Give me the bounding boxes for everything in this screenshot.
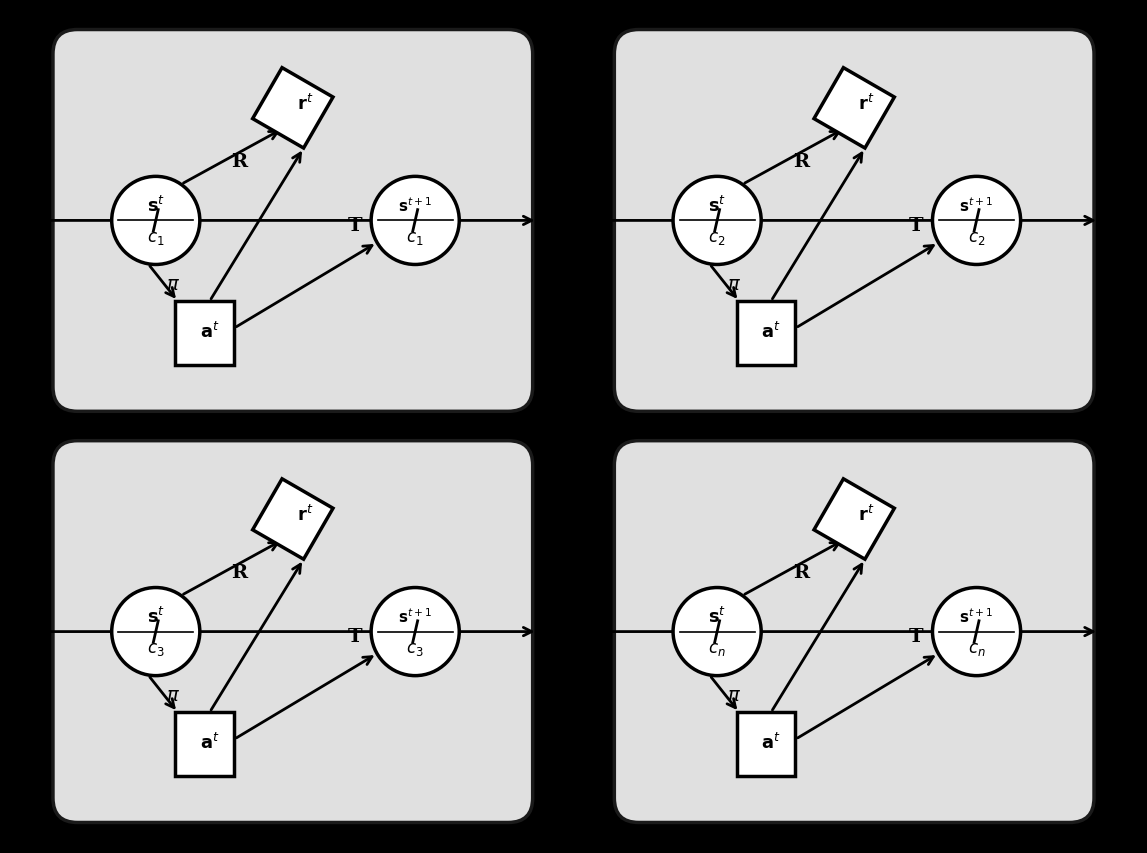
- Polygon shape: [252, 68, 333, 148]
- Text: $\mathbf{r}^t$: $\mathbf{r}^t$: [297, 504, 313, 525]
- Text: $\pi$: $\pi$: [727, 276, 741, 293]
- FancyBboxPatch shape: [53, 441, 532, 822]
- Text: $c_2$: $c_2$: [968, 229, 985, 247]
- Text: $\mathbf{s}^{t+1}$: $\mathbf{s}^{t+1}$: [959, 196, 993, 215]
- FancyBboxPatch shape: [615, 441, 1094, 822]
- Text: $\mathbf{a}^t$: $\mathbf{a}^t$: [200, 321, 219, 341]
- Text: $\mathbf{r}^t$: $\mathbf{r}^t$: [297, 94, 313, 113]
- Text: $c_1$: $c_1$: [147, 229, 164, 247]
- Circle shape: [372, 588, 459, 676]
- Bar: [175, 712, 234, 776]
- Text: T: T: [348, 217, 362, 235]
- Polygon shape: [814, 479, 895, 560]
- Text: $\mathbf{r}^t$: $\mathbf{r}^t$: [858, 94, 875, 113]
- Bar: [736, 302, 795, 365]
- Text: $\mathbf{s}^t$: $\mathbf{s}^t$: [147, 606, 165, 626]
- Text: T: T: [910, 217, 923, 235]
- Circle shape: [372, 177, 459, 265]
- Polygon shape: [814, 68, 895, 148]
- Text: $c_3$: $c_3$: [406, 641, 424, 658]
- Text: $\mathbf{s}^{t+1}$: $\mathbf{s}^{t+1}$: [959, 606, 993, 625]
- Text: $\mathbf{s}^t$: $\mathbf{s}^t$: [708, 606, 726, 626]
- Text: R: R: [232, 564, 248, 582]
- Text: $c_n$: $c_n$: [708, 641, 726, 658]
- Circle shape: [673, 177, 762, 265]
- FancyBboxPatch shape: [615, 31, 1094, 412]
- Text: $\mathbf{s}^{t+1}$: $\mathbf{s}^{t+1}$: [398, 196, 432, 215]
- Text: $\mathbf{a}^t$: $\mathbf{a}^t$: [200, 732, 219, 751]
- Text: $\mathbf{s}^{t+1}$: $\mathbf{s}^{t+1}$: [398, 606, 432, 625]
- Text: T: T: [348, 628, 362, 646]
- Circle shape: [673, 588, 762, 676]
- Bar: [736, 712, 795, 776]
- Text: $\mathbf{s}^t$: $\mathbf{s}^t$: [708, 195, 726, 216]
- Text: $\mathbf{s}^t$: $\mathbf{s}^t$: [147, 195, 165, 216]
- Circle shape: [933, 177, 1021, 265]
- Text: $\pi$: $\pi$: [727, 687, 741, 705]
- Text: $\mathbf{a}^t$: $\mathbf{a}^t$: [762, 732, 781, 751]
- Bar: [175, 302, 234, 365]
- Text: $\pi$: $\pi$: [166, 276, 180, 293]
- Text: $c_n$: $c_n$: [968, 641, 985, 658]
- Text: $\mathbf{r}^t$: $\mathbf{r}^t$: [858, 504, 875, 525]
- Text: $c_1$: $c_1$: [406, 229, 424, 247]
- FancyBboxPatch shape: [53, 31, 532, 412]
- Text: $c_3$: $c_3$: [147, 641, 164, 658]
- Text: R: R: [793, 153, 809, 171]
- Circle shape: [111, 588, 200, 676]
- Text: $c_2$: $c_2$: [709, 229, 726, 247]
- Circle shape: [933, 588, 1021, 676]
- Text: R: R: [793, 564, 809, 582]
- Circle shape: [111, 177, 200, 265]
- Text: T: T: [910, 628, 923, 646]
- Polygon shape: [252, 479, 333, 560]
- Text: $\pi$: $\pi$: [166, 687, 180, 705]
- Text: $\mathbf{a}^t$: $\mathbf{a}^t$: [762, 321, 781, 341]
- Text: R: R: [232, 153, 248, 171]
